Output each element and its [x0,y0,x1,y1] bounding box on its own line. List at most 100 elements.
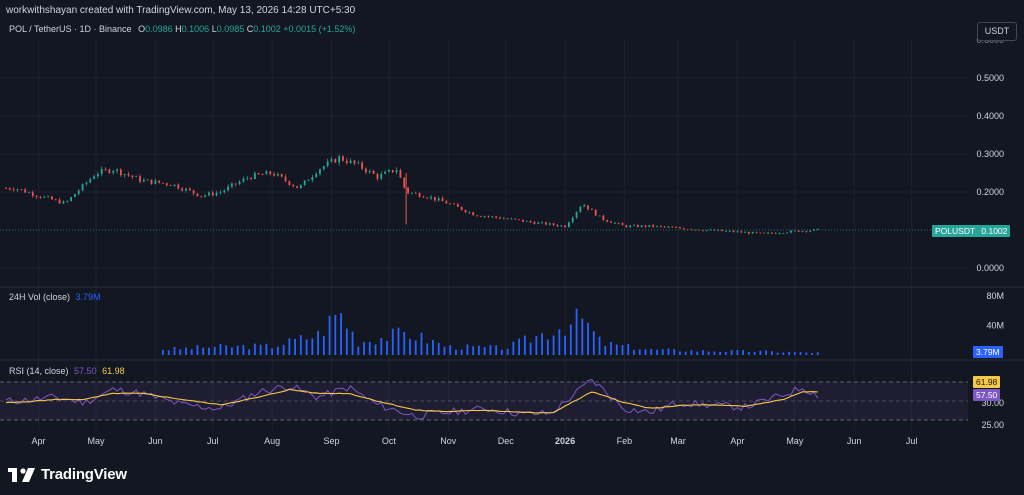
candle-body [675,227,678,229]
candle-body [602,215,605,221]
tradingview-logo[interactable]: TradingView [8,466,127,483]
candle-body [284,176,287,182]
volume-axis[interactable]: 80M 40M [986,291,1004,331]
candle-body [307,180,310,181]
candle-body [652,225,655,227]
volume-bar [684,351,687,355]
watermark-header: workwithshayan created with TradingView.… [6,5,356,16]
candle-body [395,170,398,173]
candle-body [85,182,88,185]
rsi-legend-label: RSI (14, close) [9,366,69,376]
volume-bar [592,331,595,355]
volume-bar [730,350,733,355]
candle-body [208,192,210,196]
volume-bar [478,345,480,355]
time-axis[interactable]: Apr May Jun Jul Aug Sep Oct Nov Dec 2026 Feb Mar Apr… [32,436,918,446]
candle-body [326,161,329,167]
main-legend[interactable]: POL / TetherUS · 1D · Binance O0.0986 H0… [9,24,355,34]
time-tick-label: Oct [382,436,397,446]
volume-bar [747,352,750,355]
candle-body [265,171,268,175]
volume-bar [713,351,716,355]
volume-bar [679,351,681,355]
volume-bar [357,346,360,355]
candle-body [441,198,444,202]
candle-body [28,192,30,194]
candle-body [621,223,624,226]
time-tick-label: May [786,436,804,446]
open-value: 0.0986 [145,24,173,34]
candle-body [464,209,467,213]
candle-body [502,218,505,220]
volume-bar [254,343,256,355]
volume-bar [208,347,210,355]
rsi-axis[interactable]: 30.00 25.00 [981,398,1004,430]
candle-body [119,169,122,176]
currency-button[interactable]: USDT [977,22,1017,41]
candle-body [154,180,157,184]
candle-body [196,193,199,197]
candle-body [24,189,27,193]
candle-body [246,178,249,179]
volume-bar [725,351,727,355]
candle-body [365,168,367,173]
time-tick-label: Mar [670,436,686,446]
time-tick-label: May [87,436,105,446]
candle-body [376,173,379,179]
candle-body [483,216,486,218]
volume-bar [719,351,722,355]
candle-body [342,156,344,161]
candle-body [273,173,275,176]
candle-body [644,225,647,227]
candle-body [560,225,563,227]
candle-body [801,230,804,232]
volume-bar [299,335,302,355]
volume-bar [621,345,624,355]
candle-body [755,231,758,233]
candle-body [188,188,191,191]
candle-body [372,170,375,174]
candle-body [127,174,130,176]
candle-body [736,231,739,233]
candle-body [74,194,76,198]
volume-bar [259,344,262,355]
volume-bar [776,352,779,355]
candle-body [43,196,46,198]
candle-body [54,199,57,201]
candle-body [702,230,704,232]
volume-bar [656,349,658,355]
volume-bar [179,349,182,355]
candle-body [288,181,291,185]
candle-body [388,170,390,172]
rsi-tick-label: 30.00 [981,398,1004,408]
volume-legend[interactable]: 24H Vol (close) 3.79M [9,292,101,302]
candle-body [39,196,42,198]
candle-body [280,174,283,177]
volume-bar [506,348,509,355]
volume-bar [340,313,342,355]
candle-body [135,176,138,177]
last-price-tag: POLUSDT 0.1002 [932,225,1011,237]
volume-bar [799,351,802,355]
close-label: C [246,24,254,34]
symbol-title[interactable]: POL / TetherUS · 1D · Binance [9,24,132,34]
candle-body [349,160,352,164]
volume-bar [644,349,647,355]
candle-body [334,159,337,163]
candle-body [705,230,708,231]
candle-body [426,197,429,199]
volume-bar [466,344,469,355]
rsi-legend[interactable]: RSI (14, close) 57.50 61.98 [9,366,125,376]
candle-body [633,225,635,226]
tradingview-logo-icon [8,467,35,482]
volume-bar [248,349,251,355]
candle-body [809,230,812,232]
volume-bar [363,342,365,355]
candle-body [671,226,674,228]
candle-body [529,220,532,223]
rsi-ma-legend-value: 61.98 [102,366,125,376]
volume-bar [322,335,325,355]
candle-body [590,209,593,211]
